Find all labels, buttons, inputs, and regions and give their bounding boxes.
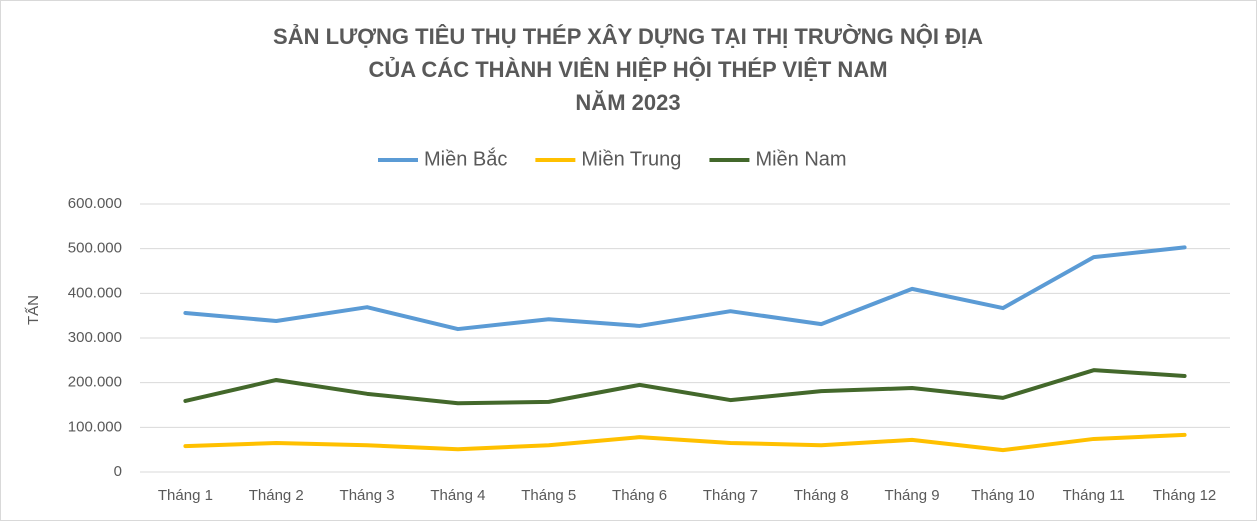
x-tick-label: Tháng 6 <box>612 487 667 504</box>
series-line <box>183 368 1187 406</box>
legend-label: Miền Bắc <box>424 147 507 170</box>
chart-title: CỦA CÁC THÀNH VIÊN HIỆP HỘI THÉP VIỆT NA… <box>368 57 887 82</box>
x-tick-label: Tháng 3 <box>340 487 395 504</box>
x-tick-label: Tháng 4 <box>430 487 485 504</box>
legend-label: Miền Nam <box>755 148 846 170</box>
x-tick-label: Tháng 2 <box>249 487 304 504</box>
y-tick-label: 0 <box>114 463 122 480</box>
x-tick-label: Tháng 11 <box>1063 487 1125 504</box>
series-line <box>183 245 1187 332</box>
x-tick-label: Tháng 8 <box>794 487 849 504</box>
x-tick-label: Tháng 9 <box>885 487 940 504</box>
y-tick-label: 100.000 <box>68 418 122 435</box>
y-tick-label: 500.000 <box>68 240 122 257</box>
y-tick-label: 400.000 <box>68 284 122 301</box>
y-tick-label: 300.000 <box>68 329 122 346</box>
y-tick-label: 600.000 <box>68 195 122 212</box>
series-line <box>183 432 1187 453</box>
x-tick-label: Tháng 7 <box>703 487 758 504</box>
x-tick-label: Tháng 1 <box>158 487 213 504</box>
legend-label: Miền Trung <box>581 148 681 170</box>
x-tick-label: Tháng 12 <box>1153 487 1216 504</box>
x-tick-label: Tháng 10 <box>971 487 1034 504</box>
chart-title: SẢN LƯỢNG TIÊU THỤ THÉP XÂY DỰNG TẠI THỊ… <box>273 24 983 49</box>
y-tick-label: 200.000 <box>68 374 122 391</box>
y-axis-label: TẤN <box>25 295 42 325</box>
chart-title: NĂM 2023 <box>575 90 680 115</box>
x-tick-label: Tháng 5 <box>521 487 576 504</box>
